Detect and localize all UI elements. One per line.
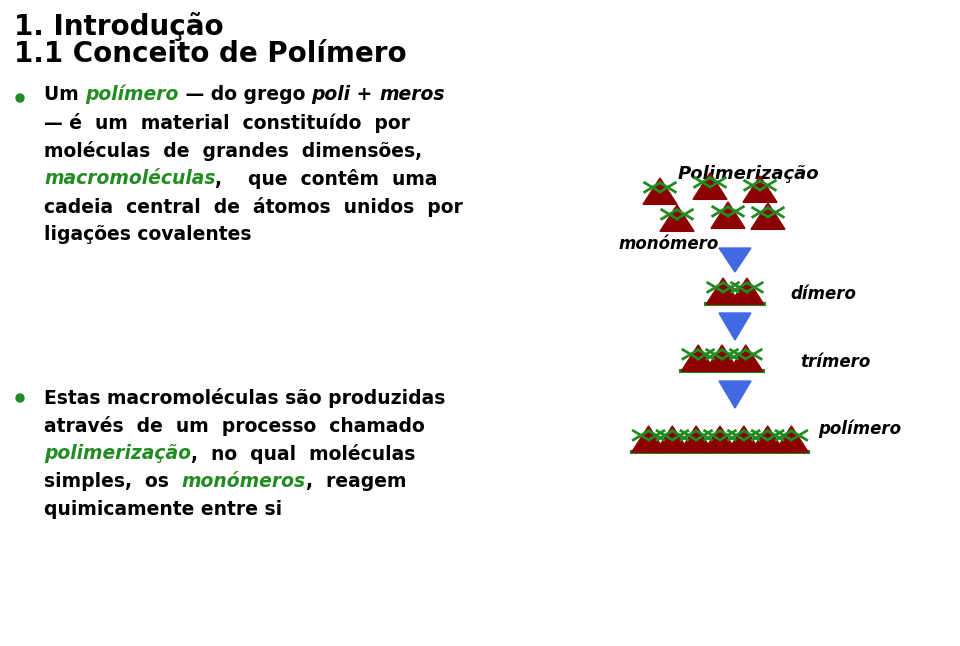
Polygon shape [660,205,694,231]
Polygon shape [775,426,808,452]
Polygon shape [730,278,764,304]
Text: Polimerização: Polimerização [677,165,819,183]
Text: quimicamente entre si: quimicamente entre si [44,500,282,519]
Text: 1. Introdução: 1. Introdução [14,12,224,41]
Circle shape [16,94,24,102]
Polygon shape [719,248,751,272]
Text: polimerização: polimerização [44,444,191,463]
Polygon shape [743,176,777,202]
Polygon shape [707,278,740,304]
Polygon shape [705,345,739,371]
Text: Um: Um [44,85,85,104]
Text: ,  no  qual  moléculas: , no qual moléculas [191,444,416,464]
Text: meros: meros [379,85,444,104]
Polygon shape [680,426,713,452]
Polygon shape [703,426,737,452]
Polygon shape [727,426,760,452]
Text: monómeros: monómeros [181,472,306,491]
Polygon shape [719,381,751,408]
Polygon shape [656,426,689,452]
Text: ligações covalentes: ligações covalentes [44,225,252,244]
Text: +: + [350,85,379,104]
Text: poli: poli [311,85,350,104]
Polygon shape [751,426,784,452]
Polygon shape [751,203,785,229]
Polygon shape [711,202,745,228]
Text: polímero: polímero [818,420,901,439]
Polygon shape [632,426,665,452]
Text: ,    que  contêm  uma: , que contêm uma [215,169,438,189]
Text: moléculas  de  grandes  dimensões,: moléculas de grandes dimensões, [44,141,422,161]
Text: trímero: trímero [800,353,871,371]
Text: polímero: polímero [85,85,179,105]
Text: Estas macromoléculas são produzidas: Estas macromoléculas são produzidas [44,388,445,408]
Text: ,  reagem: , reagem [306,472,406,491]
Text: macromoléculas: macromoléculas [44,169,215,188]
Text: cadeia  central  de  átomos  unidos  por: cadeia central de átomos unidos por [44,197,463,217]
Polygon shape [682,345,715,371]
Text: monómero: monómero [618,235,718,253]
Polygon shape [693,173,727,200]
Text: 1.1 Conceito de Polímero: 1.1 Conceito de Polímero [14,40,407,68]
Text: simples,  os: simples, os [44,472,181,491]
Polygon shape [729,345,763,371]
Text: — é  um  material  constituído  por: — é um material constituído por [44,113,410,133]
Polygon shape [643,178,677,204]
Text: — do grego: — do grego [179,85,311,104]
Text: dímero: dímero [790,285,856,303]
Text: através  de  um  processo  chamado: através de um processo chamado [44,416,424,436]
Circle shape [16,394,24,402]
Polygon shape [719,313,751,340]
